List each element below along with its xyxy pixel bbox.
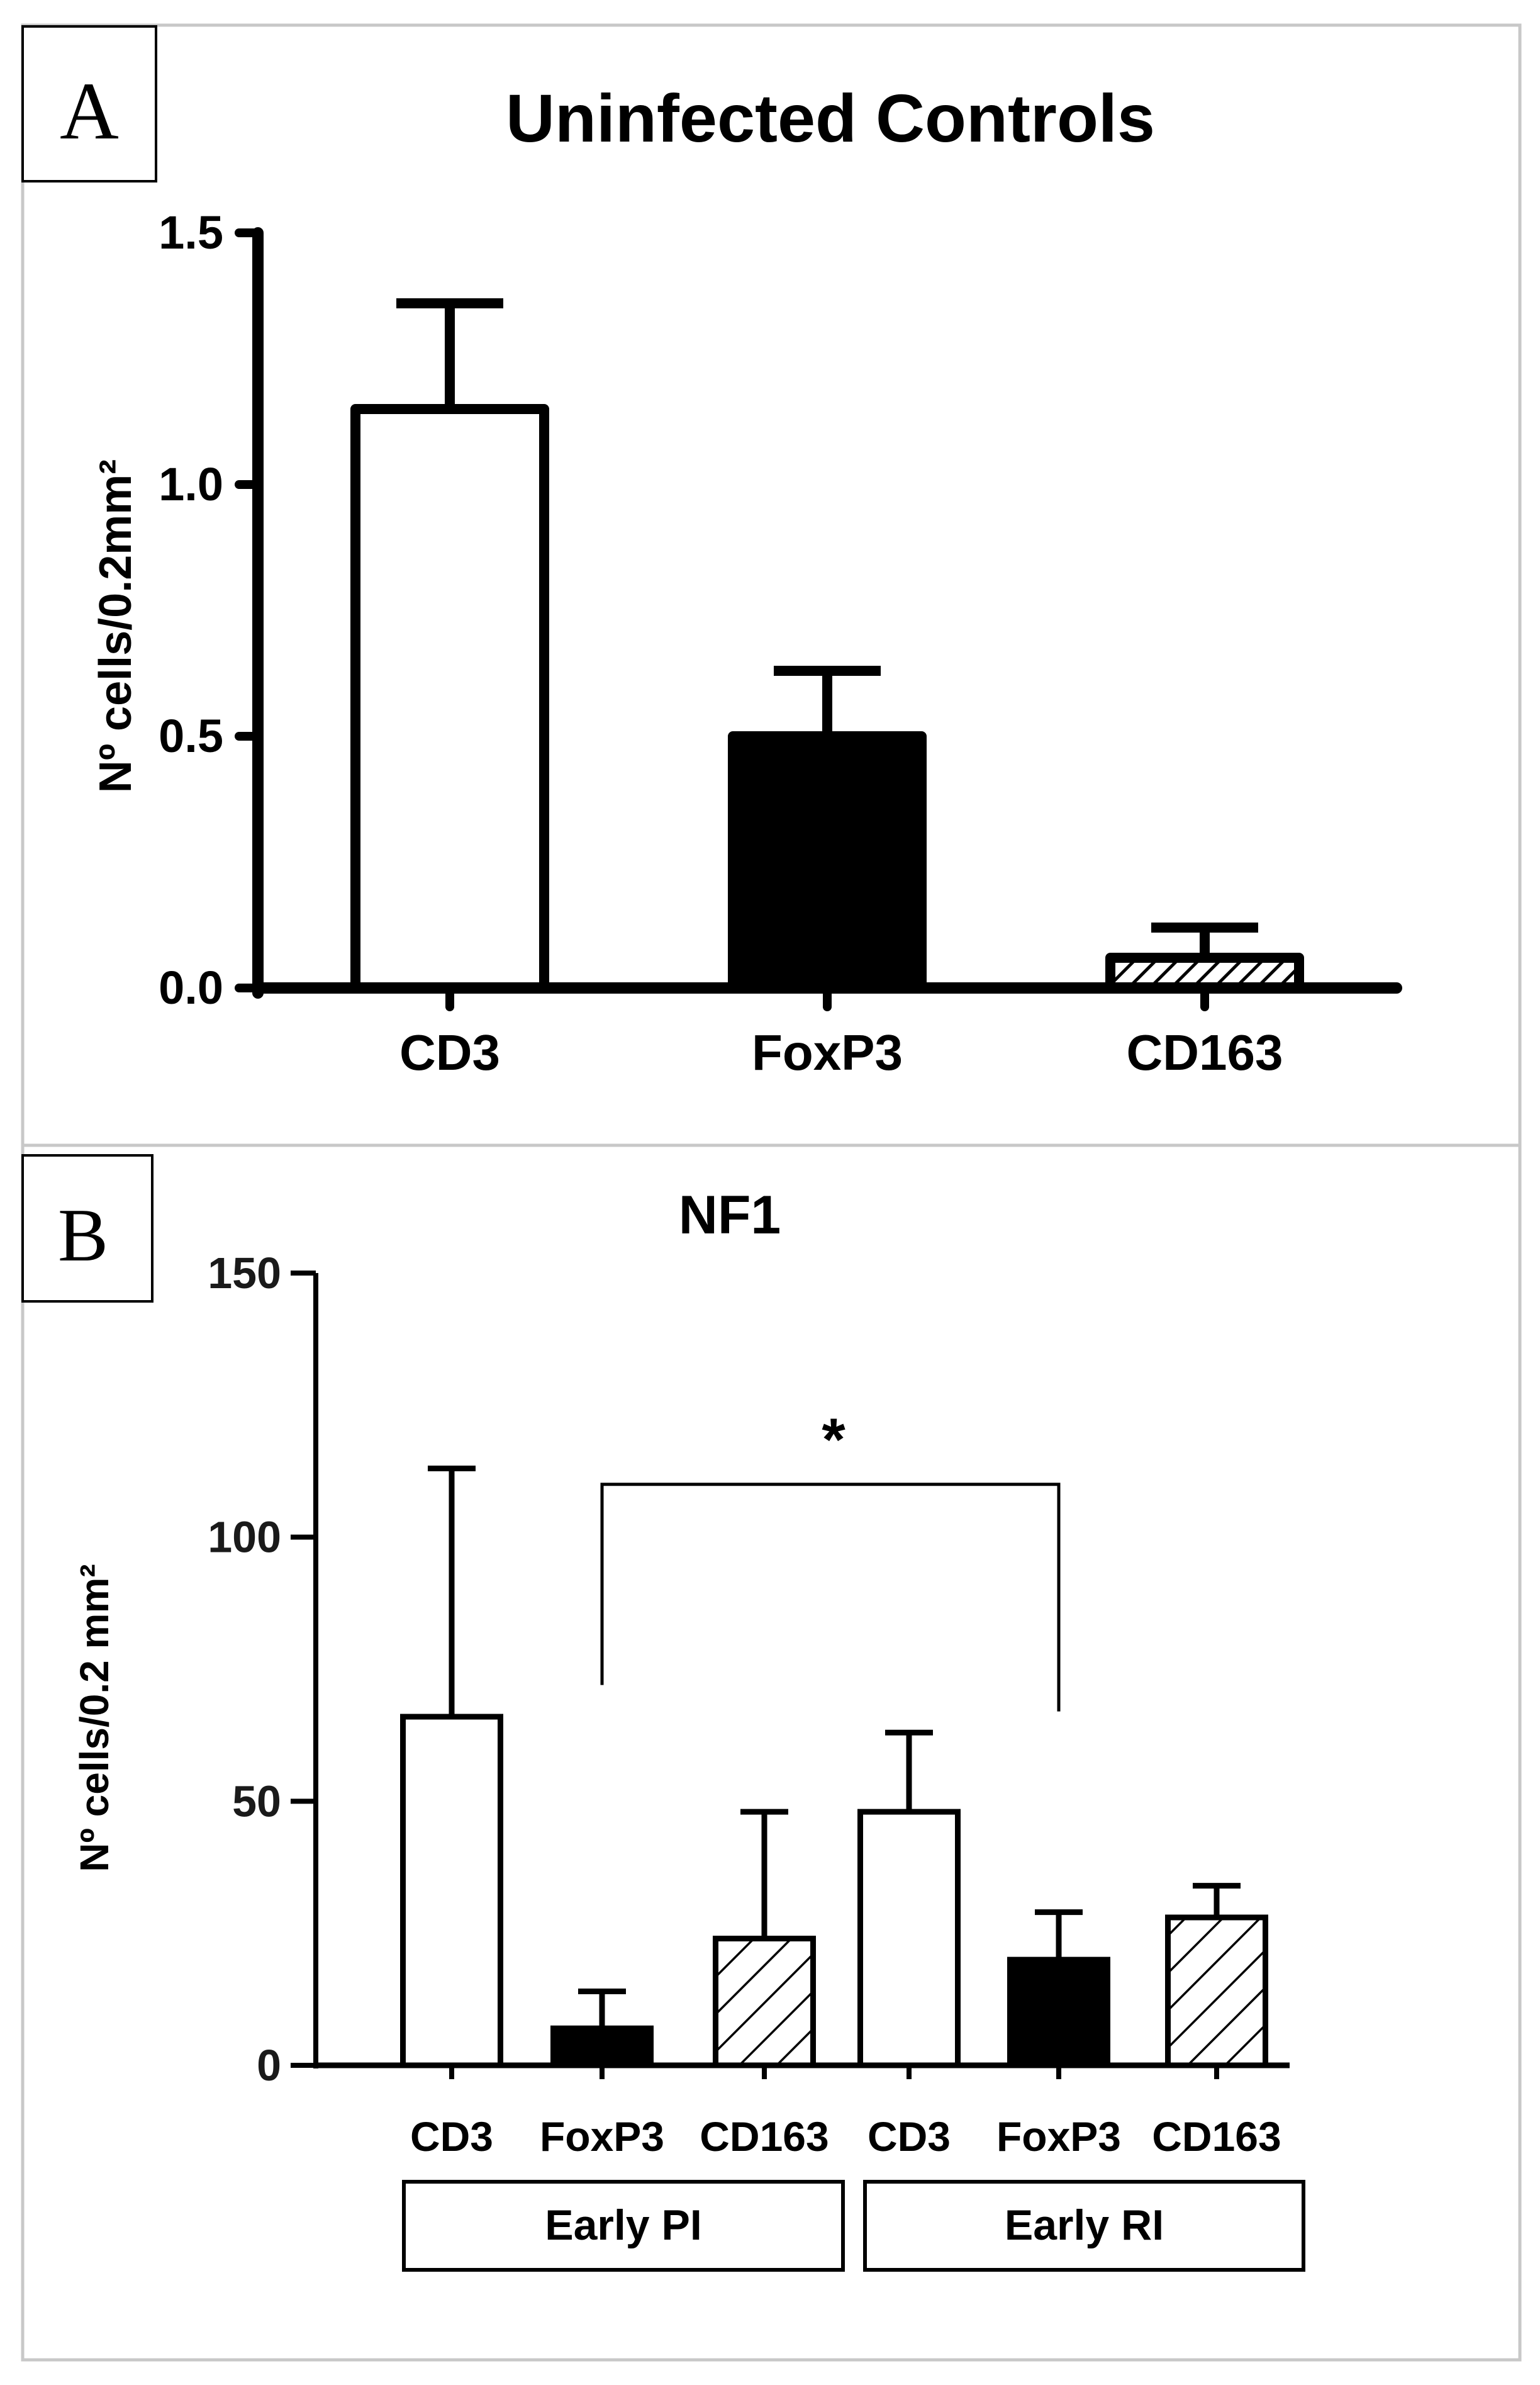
y-tick-label: 1.5: [159, 206, 223, 259]
bar-foxp3: [550, 2025, 654, 2068]
group-box: [402, 2180, 845, 2272]
x-tick-label: CD163: [1126, 1024, 1283, 1080]
x-tick-label: CD3: [410, 2113, 493, 2160]
panel-b-letter: B: [58, 1193, 108, 1277]
panel-b: B NF1 Nº cells/0.2 mm² 0 50 100 150 CD3 FoxP3…: [21, 1154, 1305, 2272]
panel-b-title: NF1: [679, 1185, 781, 1245]
y-tick-label: 0.0: [159, 962, 223, 1014]
x-tick-label: CD163: [1152, 2113, 1281, 2160]
group-box: [863, 2180, 1305, 2272]
bar-cd163: [713, 1936, 816, 2068]
y-tick-label: 150: [208, 1249, 281, 1298]
x-tick-label: FoxP3: [752, 1024, 903, 1080]
x-tick-label: FoxP3: [996, 2113, 1121, 2160]
bar-foxp3: [728, 731, 927, 993]
panel-a-title: Uninfected Controls: [506, 80, 1155, 156]
x-tick-label: FoxP3: [540, 2113, 664, 2160]
panel-b-frame: [21, 1143, 1522, 2362]
x-tick-label: CD163: [700, 2113, 829, 2160]
bar-cd3: [857, 1809, 961, 2068]
bar-foxp3: [1007, 1956, 1110, 2068]
panel-b-axes: 0 50 100 150 CD3 FoxP3 CD163 CD3 FoxP3 CD163 Early…: [208, 1249, 1305, 2272]
x-tick-label: CD3: [399, 1024, 500, 1080]
y-tick-label: 100: [208, 1513, 281, 1562]
y-tick-label: 50: [232, 1776, 281, 1826]
y-tick-label: 1.0: [159, 458, 223, 510]
significance-bracket: [600, 1483, 1061, 1712]
panel-b-letter-box: [21, 1154, 153, 1303]
significance-marker: *: [822, 1406, 845, 1474]
y-tick-label: 0.5: [159, 710, 223, 762]
bar-cd3: [350, 404, 549, 993]
panel-a: A Uninfected Controls Nº cells/0.2mm² 0.…: [21, 25, 1402, 1080]
bar-cd3: [400, 1714, 503, 2068]
x-tick-label: CD3: [868, 2113, 951, 2160]
panel-a-letter: A: [60, 66, 119, 157]
panel-b-ylabel: Nº cells/0.2 mm²: [72, 1564, 117, 1872]
panel-a-letter-box: [21, 25, 157, 182]
panel-a-axes: 0.0 0.5 1.0 1.5 CD3 FoxP3 CD163: [159, 206, 1402, 1080]
y-tick-label: 0: [257, 2041, 281, 2090]
group-label: Early PI: [545, 2201, 702, 2249]
group-label: Early RI: [1005, 2201, 1164, 2249]
panel-a-ylabel: Nº cells/0.2mm²: [91, 459, 141, 794]
bar-cd163: [1165, 1914, 1268, 2068]
